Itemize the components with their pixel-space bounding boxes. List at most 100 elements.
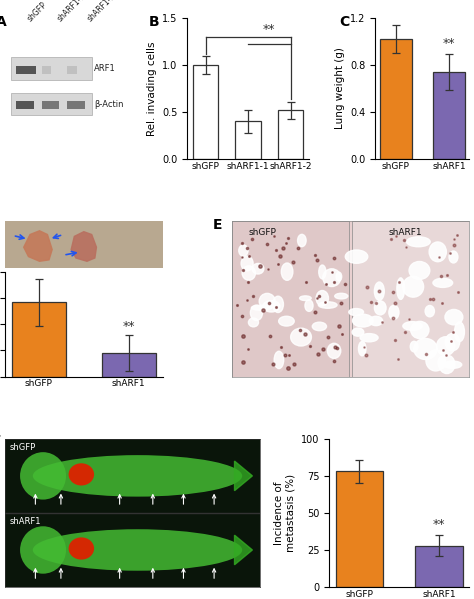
Polygon shape (71, 232, 96, 261)
Ellipse shape (312, 322, 327, 331)
Ellipse shape (358, 341, 366, 356)
Ellipse shape (374, 301, 386, 315)
Ellipse shape (426, 350, 446, 371)
Ellipse shape (437, 337, 455, 355)
Ellipse shape (274, 351, 284, 368)
Bar (102, 353, 155, 377)
Ellipse shape (397, 278, 405, 300)
Ellipse shape (353, 314, 373, 327)
Bar (10, 93, 92, 116)
Ellipse shape (239, 245, 248, 256)
Ellipse shape (335, 294, 348, 299)
Bar (336, 471, 383, 587)
Text: shARF1-1: shARF1-1 (56, 0, 88, 23)
Ellipse shape (403, 276, 424, 297)
Ellipse shape (323, 269, 341, 286)
Text: **: ** (122, 320, 135, 333)
Bar (67, 66, 77, 74)
Ellipse shape (242, 266, 255, 280)
Ellipse shape (250, 305, 263, 320)
Bar (5, 439, 260, 513)
Ellipse shape (251, 305, 272, 310)
Ellipse shape (248, 318, 258, 327)
Bar (16, 66, 36, 74)
Ellipse shape (345, 250, 368, 264)
Text: B: B (148, 15, 159, 29)
Bar (67, 101, 85, 110)
Ellipse shape (319, 265, 326, 279)
Ellipse shape (352, 328, 364, 336)
Text: shARF1-2: shARF1-2 (86, 0, 118, 23)
Text: E: E (213, 218, 223, 232)
Ellipse shape (369, 316, 383, 326)
Text: shARF1: shARF1 (388, 228, 422, 237)
Y-axis label: Rel. invading cells: Rel. invading cells (146, 41, 156, 136)
Polygon shape (235, 461, 252, 491)
Ellipse shape (69, 537, 94, 559)
Ellipse shape (429, 242, 447, 262)
Text: C: C (339, 15, 350, 29)
Ellipse shape (300, 296, 311, 301)
Ellipse shape (403, 322, 422, 331)
Text: **: ** (433, 518, 445, 531)
Bar (380, 39, 411, 159)
Ellipse shape (425, 305, 435, 317)
Ellipse shape (410, 321, 429, 338)
Ellipse shape (33, 455, 242, 497)
Text: shARF1: shARF1 (10, 518, 41, 527)
Ellipse shape (263, 301, 280, 312)
Ellipse shape (336, 272, 342, 281)
Ellipse shape (407, 237, 430, 247)
Bar (278, 110, 303, 159)
Ellipse shape (291, 328, 311, 346)
Ellipse shape (20, 452, 66, 500)
Text: shGFP: shGFP (249, 228, 277, 237)
Ellipse shape (410, 341, 418, 352)
Ellipse shape (316, 291, 328, 306)
Text: shGFP: shGFP (10, 443, 36, 452)
Ellipse shape (298, 234, 306, 247)
Ellipse shape (273, 296, 283, 313)
Text: shGFP: shGFP (26, 1, 49, 23)
Ellipse shape (409, 262, 430, 280)
Bar (433, 72, 465, 159)
Ellipse shape (259, 294, 275, 309)
Text: **: ** (443, 37, 455, 50)
Ellipse shape (69, 463, 94, 486)
Ellipse shape (328, 343, 341, 358)
Text: **: ** (263, 23, 275, 36)
Polygon shape (24, 231, 52, 261)
Ellipse shape (305, 300, 313, 311)
Ellipse shape (438, 357, 445, 369)
Ellipse shape (319, 302, 337, 308)
Bar (193, 65, 219, 159)
Ellipse shape (444, 361, 462, 368)
Ellipse shape (445, 334, 460, 351)
Y-axis label: Incidence of
metastasis (%): Incidence of metastasis (%) (274, 474, 296, 552)
Ellipse shape (455, 322, 465, 341)
Ellipse shape (433, 279, 453, 288)
Bar (5, 513, 260, 587)
Ellipse shape (445, 310, 463, 325)
Ellipse shape (349, 308, 364, 316)
Ellipse shape (414, 338, 437, 359)
Bar (42, 66, 51, 74)
Bar (232, 222, 349, 377)
Text: β-Actin: β-Actin (94, 99, 124, 108)
Ellipse shape (374, 282, 384, 300)
Ellipse shape (33, 530, 242, 571)
Bar (235, 122, 261, 159)
Ellipse shape (241, 256, 253, 271)
Bar (10, 58, 92, 80)
Bar (12, 302, 66, 377)
Polygon shape (235, 535, 252, 565)
Text: A: A (0, 15, 6, 29)
Ellipse shape (439, 355, 455, 374)
Ellipse shape (389, 305, 399, 319)
Bar (16, 101, 34, 110)
Y-axis label: Lung weight (g): Lung weight (g) (335, 47, 345, 129)
Bar (42, 101, 59, 110)
Ellipse shape (20, 527, 66, 574)
Ellipse shape (449, 251, 458, 263)
Text: F: F (0, 434, 1, 449)
